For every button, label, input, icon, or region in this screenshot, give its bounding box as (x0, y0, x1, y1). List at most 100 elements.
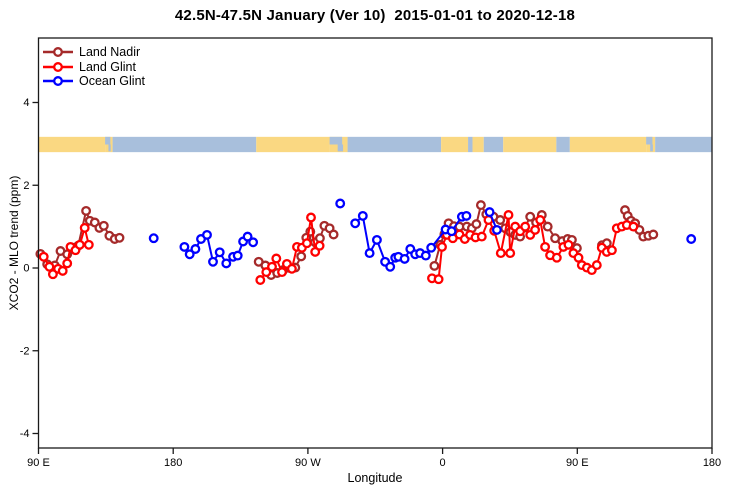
data-point (214, 247, 225, 258)
data-point (476, 231, 487, 242)
data-point (232, 250, 243, 261)
legend-item-ocean-glint: Ocean Glint (42, 74, 145, 89)
data-point (57, 265, 68, 276)
data-point (525, 211, 536, 222)
data-point (286, 263, 297, 274)
data-point (495, 215, 506, 225)
data-point (350, 218, 361, 229)
axes-layer: -4 -2 0 2 4 90 E 180 90 W 0 90 E 180 (20, 37, 721, 469)
data-point (364, 248, 375, 259)
map-strip-land-segment (472, 136, 484, 153)
data-point (248, 237, 259, 248)
data-point (79, 222, 90, 233)
map-strip-ocean-segment (112, 136, 257, 153)
map-strip-land-segment (569, 136, 647, 153)
map-strip-coast-segment (337, 144, 344, 152)
data-point (385, 261, 396, 272)
x-tick-label: 0 (440, 457, 446, 469)
legend-label-land-glint: Land Glint (79, 59, 136, 74)
data-point (371, 234, 382, 245)
legend-label-ocean-glint: Ocean Glint (79, 74, 146, 89)
data-point (255, 275, 266, 285)
map-strip-coast-segment (108, 144, 111, 152)
data-point (686, 234, 697, 244)
map-strip-land-segment (38, 136, 106, 153)
data-point (114, 232, 125, 243)
data-point (437, 241, 447, 252)
map-strip-coast-segment (105, 136, 111, 145)
data-point (74, 239, 85, 250)
y-tick-label: 0 (23, 263, 29, 275)
x-tick-label: 90 E (27, 457, 50, 469)
data-point (446, 226, 457, 237)
data-point (62, 258, 73, 269)
data-point (535, 215, 546, 225)
data-point (399, 253, 410, 264)
data-point (429, 260, 440, 271)
data-point (505, 248, 516, 259)
x-tick-label: 180 (703, 457, 721, 469)
y-tick-label: -4 (20, 428, 30, 440)
data-point (628, 221, 639, 232)
legend: Land Nadir Land Glint Ocean Glint (42, 45, 145, 89)
data-point (542, 221, 553, 232)
data-point (38, 251, 49, 262)
map-strip-ocean-segment (468, 136, 473, 153)
map-strip-land-segment (256, 136, 330, 153)
legend-marker-land-nadir (43, 47, 73, 58)
series-land-nadir (35, 200, 659, 280)
data-point (540, 241, 551, 252)
data-point (475, 200, 486, 211)
data-point (328, 229, 339, 240)
legend-marker-land-glint (43, 61, 73, 72)
map-strip-coast-segment (329, 136, 343, 145)
data-point (98, 220, 109, 231)
data-point (81, 205, 92, 216)
data-point (208, 256, 218, 267)
x-tick-label: 180 (164, 457, 182, 469)
chart-title: 42.5N-47.5N January (Ver 10) 2015-01-01 … (174, 7, 576, 24)
data-point (267, 261, 277, 272)
map-strip-ocean-segment (347, 136, 442, 153)
data-point (44, 261, 55, 272)
x-tick-label: 90 W (295, 457, 321, 469)
map-strip-coast-segment (650, 144, 653, 152)
data-point (314, 240, 325, 251)
data-point (261, 267, 272, 278)
data-point (520, 221, 531, 232)
map-strip-coast-segment (646, 136, 653, 145)
data-point (184, 249, 195, 260)
data-point (301, 238, 312, 249)
map-strip-land-segment (441, 136, 469, 153)
series-layer (35, 198, 697, 285)
data-point (420, 250, 431, 261)
legend-label-land-nadir: Land Nadir (79, 45, 141, 60)
data-point (221, 258, 232, 269)
data-point (461, 210, 472, 221)
data-point (148, 233, 159, 244)
map-strip-ocean-segment (655, 136, 712, 153)
x-tick-label: 90 E (566, 457, 589, 469)
data-point (335, 198, 346, 209)
series-ocean-glint (148, 198, 697, 272)
data-point (190, 244, 201, 254)
data-point (433, 274, 444, 285)
data-point (242, 231, 253, 242)
data-point (306, 212, 316, 223)
data-point (426, 242, 437, 253)
x-axis-label: Longitude (347, 471, 403, 485)
data-point (277, 267, 287, 278)
y-tick-label: 2 (23, 180, 29, 192)
data-point (591, 260, 602, 271)
data-point (179, 241, 190, 252)
legend-marker-ocean-glint (43, 76, 73, 87)
plot-border (37, 37, 713, 449)
map-strip-ocean-segment (483, 136, 504, 153)
data-point (648, 229, 659, 240)
data-point (563, 239, 574, 250)
data-point (606, 245, 617, 256)
data-point (551, 252, 562, 263)
legend-item-land-glint: Land Glint (42, 60, 145, 75)
